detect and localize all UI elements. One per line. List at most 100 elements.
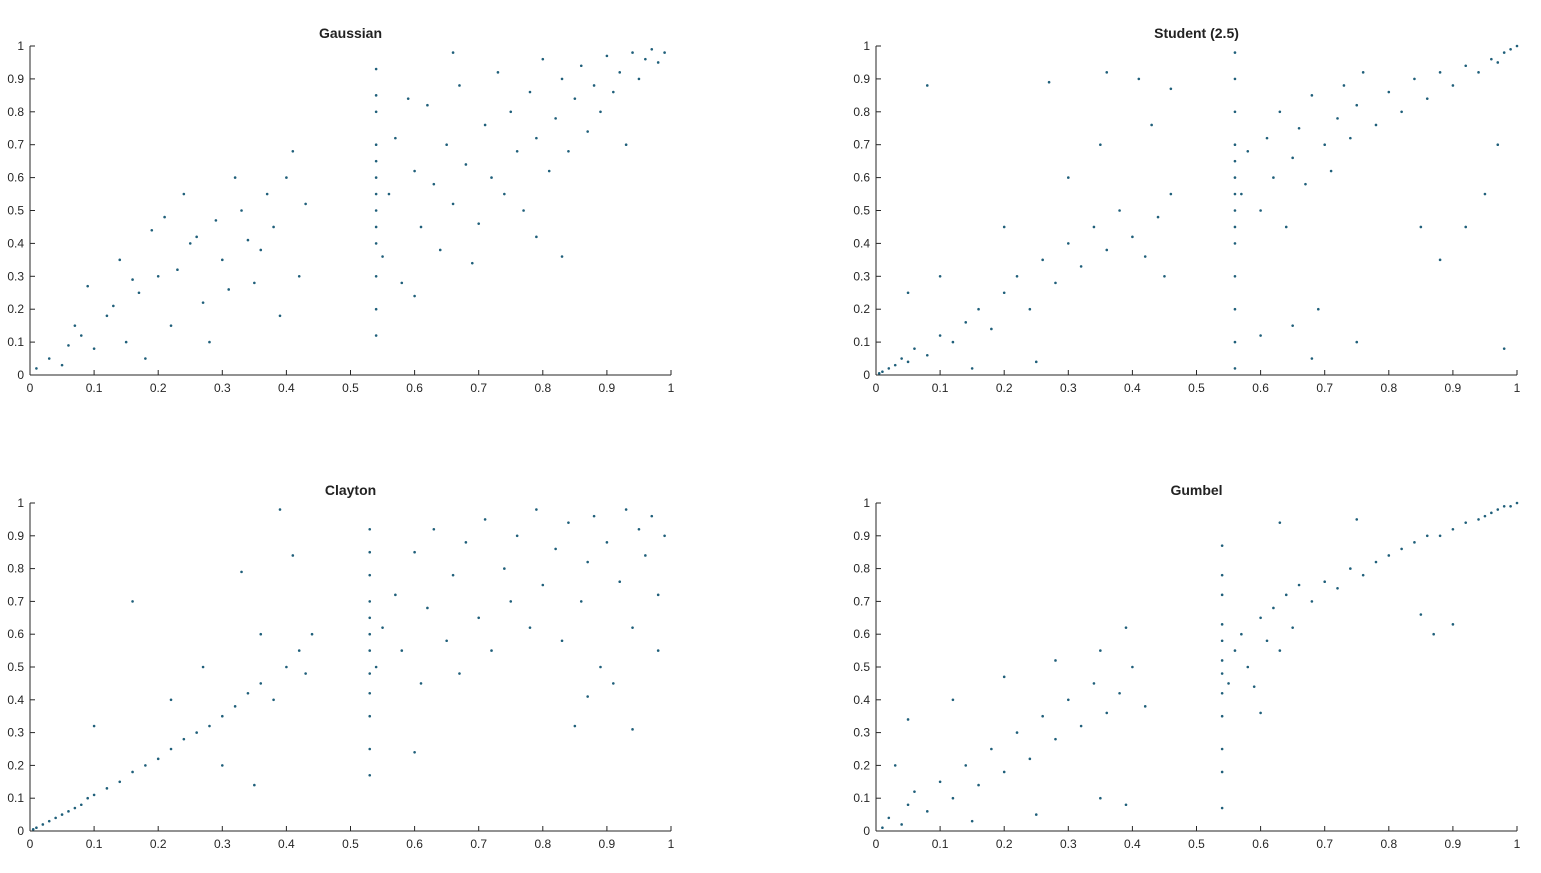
scatter-point xyxy=(663,534,666,538)
x-tick-label: 0.6 xyxy=(1252,837,1269,851)
scatter-point xyxy=(1067,176,1070,179)
scatter-point xyxy=(470,261,474,265)
x-tick-label: 1 xyxy=(1514,381,1521,395)
y-tick-label: 0.7 xyxy=(7,138,24,152)
x-tick-label: 0.9 xyxy=(1445,837,1462,851)
scatter-point xyxy=(1464,225,1468,229)
scatter-point xyxy=(1220,770,1224,774)
scatter-point xyxy=(560,77,564,81)
scatter-point xyxy=(483,123,487,127)
scatter-point xyxy=(656,593,660,597)
scatter-point xyxy=(1002,225,1006,229)
chart-title: Student (2.5) xyxy=(1154,25,1239,41)
x-tick-label: 0.2 xyxy=(150,837,167,851)
scatter-point xyxy=(1233,242,1237,245)
scatter-point xyxy=(1400,547,1403,551)
scatter-point xyxy=(73,324,77,327)
y-tick-label: 0.9 xyxy=(7,529,24,543)
scatter-point xyxy=(182,192,186,196)
scatter-point xyxy=(1124,626,1128,629)
scatter-point xyxy=(612,682,615,685)
scatter-point xyxy=(490,649,493,652)
scatter-point xyxy=(278,314,282,318)
scatter-point xyxy=(214,219,218,222)
y-tick-label: 0.4 xyxy=(7,693,24,707)
scatter-point xyxy=(1425,97,1429,100)
x-tick-label: 0.3 xyxy=(1060,837,1077,851)
scatter-point xyxy=(86,284,89,288)
scatter-point xyxy=(253,281,256,285)
scatter-point xyxy=(599,665,602,669)
scatter-point xyxy=(1131,235,1134,239)
scatter-point xyxy=(368,550,372,554)
scatter-point xyxy=(438,248,442,252)
y-tick-label: 0.8 xyxy=(7,562,24,576)
scatter-point xyxy=(445,143,448,146)
scatter-point xyxy=(413,750,416,754)
scatter-point xyxy=(285,176,288,179)
scatter-point xyxy=(881,826,884,830)
y-tick-label: 0.3 xyxy=(7,726,24,740)
y-tick-label: 0.3 xyxy=(853,269,870,283)
x-tick-label: 0.6 xyxy=(406,837,423,851)
scatter-point xyxy=(1515,44,1519,48)
scatter-point xyxy=(567,149,570,153)
scatter-point xyxy=(964,321,968,324)
scatter-point xyxy=(1323,143,1326,146)
scatter-point xyxy=(233,705,237,708)
scatter-point xyxy=(1220,593,1224,597)
scatter-point xyxy=(477,222,481,225)
scatter-point xyxy=(1252,685,1256,688)
scatter-point xyxy=(1246,149,1250,153)
scatter-point xyxy=(297,275,301,278)
scatter-point xyxy=(73,806,77,810)
scatter-point xyxy=(60,813,64,816)
scatter-point xyxy=(368,672,372,675)
scatter-point xyxy=(1502,504,1506,508)
x-tick-label: 0.9 xyxy=(599,837,616,851)
scatter-point xyxy=(1259,616,1262,620)
scatter-point xyxy=(951,698,955,702)
scatter-point xyxy=(1220,623,1224,626)
x-tick-label: 0.5 xyxy=(342,381,359,395)
scatter-point xyxy=(1400,110,1403,114)
x-tick-label: 1 xyxy=(1514,837,1521,851)
scatter-point xyxy=(374,665,378,669)
scatter-point xyxy=(1240,632,1243,636)
scatter-point xyxy=(1464,521,1468,524)
scatter-point xyxy=(977,783,980,787)
scatter-point xyxy=(1355,340,1359,344)
scatter-point xyxy=(631,728,634,731)
scatter-point xyxy=(1233,176,1237,179)
scatter-point xyxy=(387,192,391,196)
x-tick-label: 0.8 xyxy=(534,381,551,395)
scatter-point xyxy=(163,215,166,219)
x-tick-label: 0.3 xyxy=(1060,381,1077,395)
y-tick-label: 1 xyxy=(863,496,870,510)
scatter-point xyxy=(631,626,634,629)
scatter-point xyxy=(1265,136,1269,140)
scatter-point xyxy=(374,159,378,163)
scatter-point xyxy=(887,816,891,820)
y-tick-label: 0.9 xyxy=(7,72,24,86)
scatter-point xyxy=(253,783,256,787)
scatter-point xyxy=(259,632,263,636)
scatter-point xyxy=(1233,77,1237,81)
x-tick-label: 1 xyxy=(668,381,675,395)
scatter-point xyxy=(1169,192,1173,196)
scatter-point xyxy=(1227,682,1230,685)
scatter-point xyxy=(900,357,903,360)
scatter-point xyxy=(951,340,955,344)
x-tick-label: 0.8 xyxy=(1380,837,1397,851)
scatter-point xyxy=(592,514,596,518)
scatter-point xyxy=(451,202,455,206)
scatter-point xyxy=(426,103,429,107)
y-tick-label: 0.2 xyxy=(7,758,24,772)
x-tick-label: 0.5 xyxy=(1188,381,1205,395)
scatter-point xyxy=(1002,291,1006,295)
scatter-point xyxy=(368,773,372,777)
scatter-point xyxy=(458,672,461,675)
scatter-point xyxy=(970,367,974,370)
scatter-point xyxy=(368,691,372,695)
